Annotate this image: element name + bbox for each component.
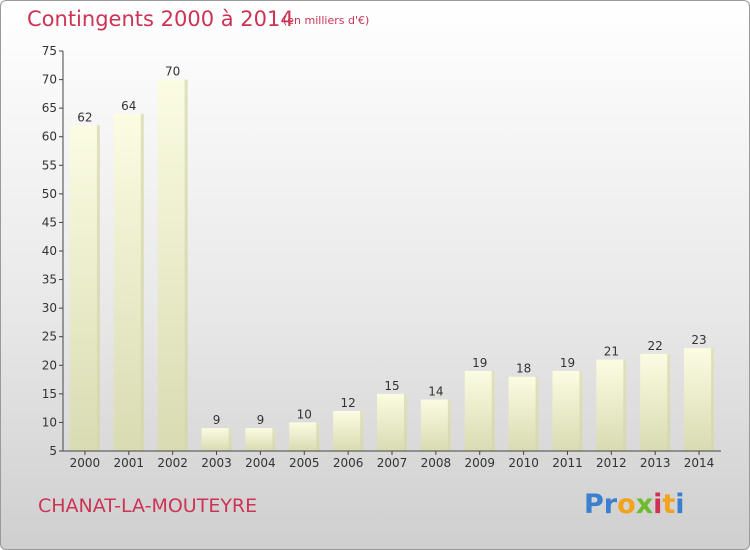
bar-edge bbox=[96, 125, 100, 452]
x-tick-label: 2012 bbox=[596, 456, 627, 470]
x-tick-label: 2001 bbox=[114, 456, 145, 470]
bar-value-label: 9 bbox=[257, 413, 265, 427]
logo-letter: i bbox=[653, 489, 663, 520]
logo-letter: i bbox=[675, 489, 685, 520]
y-tick-label: 10 bbox=[42, 415, 57, 429]
y-tick-label: 65 bbox=[42, 101, 57, 115]
bar bbox=[464, 371, 495, 451]
bar-value-label: 64 bbox=[121, 99, 136, 113]
chart-title: Contingents 2000 à 2014 bbox=[27, 7, 294, 31]
y-tick-label: 15 bbox=[42, 387, 57, 401]
bar bbox=[245, 428, 276, 451]
bar bbox=[201, 428, 232, 451]
bar bbox=[596, 359, 627, 451]
logo-letter: r bbox=[603, 489, 618, 520]
x-tick-label: 2008 bbox=[421, 456, 452, 470]
y-tick-label: 35 bbox=[42, 273, 57, 287]
bar-value-label: 10 bbox=[297, 407, 312, 421]
x-tick-label: 2006 bbox=[333, 456, 364, 470]
proxiti-logo: Proxiti bbox=[584, 489, 685, 520]
bar-value-label: 21 bbox=[604, 345, 619, 359]
bar bbox=[508, 376, 539, 451]
logo-letter: o bbox=[617, 489, 636, 520]
y-tick-label: 5 bbox=[49, 444, 57, 458]
bar-value-label: 22 bbox=[648, 339, 663, 353]
bar-edge bbox=[535, 376, 539, 451]
bar-value-label: 18 bbox=[516, 362, 531, 376]
x-tick-label: 2013 bbox=[640, 456, 671, 470]
bar-edge bbox=[579, 371, 583, 451]
y-tick-label: 40 bbox=[42, 244, 57, 258]
bar-edge bbox=[447, 399, 451, 451]
x-tick-label: 2010 bbox=[508, 456, 539, 470]
bar-edge bbox=[140, 113, 144, 451]
bar bbox=[333, 411, 364, 451]
bar bbox=[113, 113, 144, 451]
bar bbox=[684, 348, 715, 451]
y-tick-label: 25 bbox=[42, 330, 57, 344]
bar-value-label: 12 bbox=[340, 396, 355, 410]
logo-letter: P bbox=[584, 489, 604, 520]
bar-edge bbox=[272, 428, 276, 451]
bar-edge bbox=[360, 411, 364, 451]
bar-edge bbox=[316, 422, 320, 451]
y-tick-label: 50 bbox=[42, 187, 57, 201]
bar-edge bbox=[667, 353, 671, 451]
x-tick-label: 2005 bbox=[289, 456, 320, 470]
bar-value-label: 9 bbox=[213, 413, 221, 427]
bar-value-label: 23 bbox=[691, 333, 706, 347]
bar-edge bbox=[491, 371, 495, 451]
bar bbox=[69, 125, 100, 452]
bar-value-label: 62 bbox=[77, 110, 92, 124]
logo-letter: x bbox=[635, 489, 654, 520]
x-tick-label: 2007 bbox=[377, 456, 408, 470]
x-tick-label: 2002 bbox=[157, 456, 188, 470]
y-tick-label: 30 bbox=[42, 301, 57, 315]
bar-value-label: 15 bbox=[384, 379, 399, 393]
y-tick-label: 75 bbox=[42, 44, 57, 58]
bar-edge bbox=[711, 348, 715, 451]
commune-name: CHANAT-LA-MOUTEYRE bbox=[38, 495, 258, 517]
bar-edge bbox=[404, 393, 407, 451]
bar-value-label: 19 bbox=[560, 356, 575, 370]
x-tick-label: 2000 bbox=[70, 456, 101, 470]
bar bbox=[420, 399, 451, 451]
bar bbox=[552, 371, 583, 451]
y-tick-label: 45 bbox=[42, 215, 57, 229]
x-tick-label: 2014 bbox=[684, 456, 715, 470]
bar-value-label: 19 bbox=[472, 356, 487, 370]
bar bbox=[377, 393, 407, 451]
x-tick-label: 2004 bbox=[245, 456, 276, 470]
y-tick-label: 20 bbox=[42, 358, 57, 372]
bar bbox=[289, 422, 320, 451]
y-tick-label: 55 bbox=[42, 158, 57, 172]
bar bbox=[640, 353, 671, 451]
bar-value-label: 14 bbox=[428, 385, 443, 399]
x-tick-label: 2011 bbox=[552, 456, 583, 470]
bar-edge bbox=[623, 359, 627, 451]
chart-subtitle: (en milliers d'€) bbox=[283, 14, 370, 27]
bar-edge bbox=[228, 428, 232, 451]
y-tick-label: 70 bbox=[42, 73, 57, 87]
x-tick-label: 2009 bbox=[464, 456, 495, 470]
bar-edge bbox=[184, 79, 188, 452]
y-tick-label: 60 bbox=[42, 130, 57, 144]
bar bbox=[157, 79, 188, 452]
x-tick-label: 2003 bbox=[201, 456, 232, 470]
logo-letter: t bbox=[662, 489, 676, 520]
bar-value-label: 70 bbox=[165, 65, 180, 79]
